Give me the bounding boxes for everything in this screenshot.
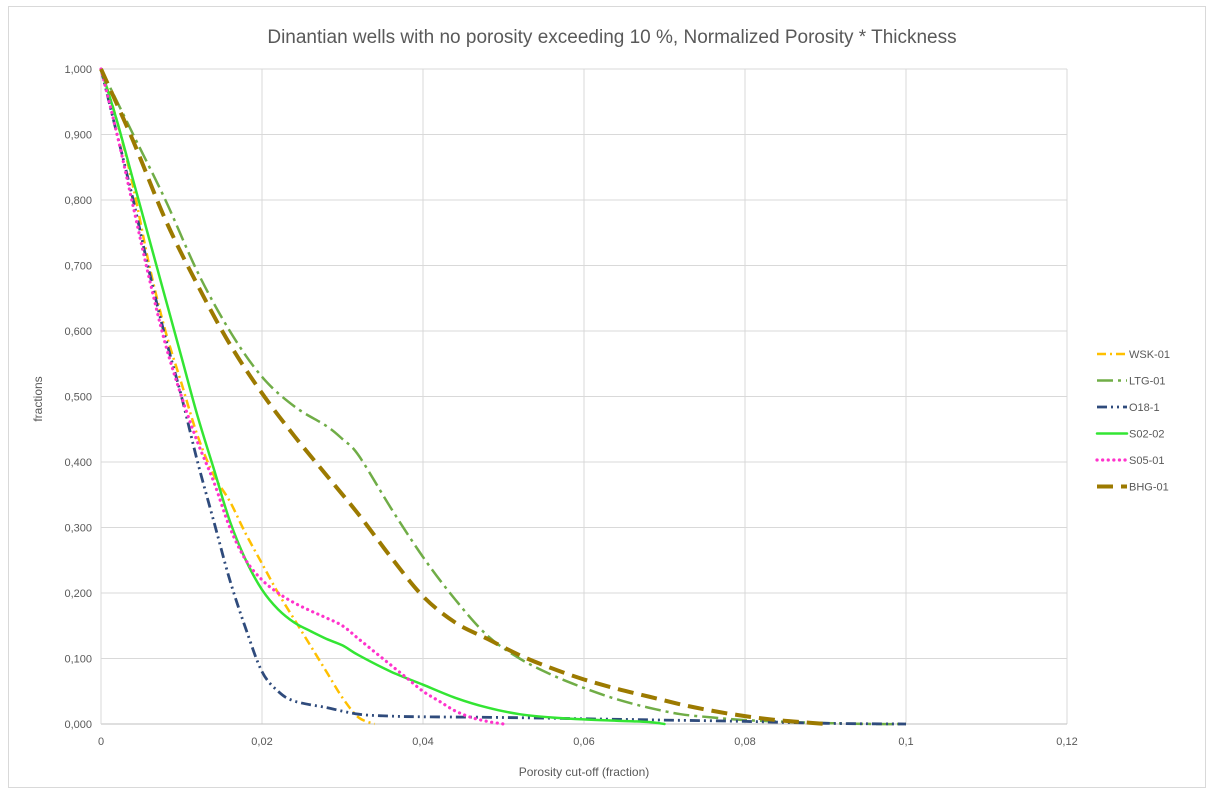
- y-tick-label: 0,600: [64, 326, 92, 338]
- legend: WSK-01 LTG-01 O18-1 S02-02 S05-01 BHG-01: [1095, 349, 1170, 494]
- legend-label-s02-02: S02-02: [1129, 429, 1164, 441]
- x-tick-label: 0,1: [898, 736, 913, 748]
- y-tick-labels: 0,000 0,100 0,200 0,300 0,400 0,500 0,600 0,700…: [64, 64, 92, 731]
- legend-label-s05-01: S05-01: [1129, 455, 1164, 467]
- legend-label-wsk-01: WSK-01: [1129, 349, 1170, 361]
- line-chart: Dinantian wells with no porosity exceedi…: [31, 27, 1170, 779]
- y-tick-label: 0,500: [64, 392, 92, 404]
- chart-title: Dinantian wells with no porosity exceedi…: [267, 27, 956, 48]
- x-tick-label: 0,06: [573, 736, 594, 748]
- y-axis-title: fractions: [31, 376, 45, 421]
- series-lines: [99, 67, 907, 726]
- series-line-wsk-01: [99, 68, 376, 726]
- y-tick-label: 0,700: [64, 261, 92, 273]
- x-tick-label: 0,02: [251, 736, 272, 748]
- y-tick-label: 0,300: [64, 523, 92, 535]
- chart-container: Dinantian wells with no porosity exceedi…: [8, 6, 1206, 788]
- x-tick-label: 0,08: [734, 736, 755, 748]
- x-axis-title: Porosity cut-off (fraction): [519, 765, 650, 779]
- legend-label-o18-1: O18-1: [1129, 402, 1160, 414]
- gridlines: [101, 68, 1068, 724]
- x-tick-label: 0,12: [1056, 736, 1077, 748]
- y-tick-label: 1,000: [64, 64, 92, 76]
- y-tick-label: 0,900: [64, 130, 92, 142]
- y-tick-label: 0,000: [64, 719, 92, 731]
- series-line-bhg-01: [99, 68, 826, 726]
- y-tick-label: 0,800: [64, 195, 92, 207]
- legend-label-bhg-01: BHG-01: [1129, 482, 1169, 494]
- series-line-s02-02: [99, 67, 666, 726]
- x-tick-label: 0: [98, 736, 104, 748]
- series-line-s05-01: [99, 67, 506, 726]
- y-tick-label: 0,400: [64, 457, 92, 469]
- legend-label-ltg-01: LTG-01: [1129, 376, 1165, 388]
- series-line-o18-1: [99, 68, 907, 726]
- series-line-ltg-01: [99, 68, 907, 726]
- y-tick-label: 0,100: [64, 654, 92, 666]
- x-tick-label: 0,04: [412, 736, 433, 748]
- y-tick-label: 0,200: [64, 588, 92, 600]
- x-tick-labels: 0 0,02 0,04 0,06 0,08 0,1 0,12: [98, 736, 1078, 748]
